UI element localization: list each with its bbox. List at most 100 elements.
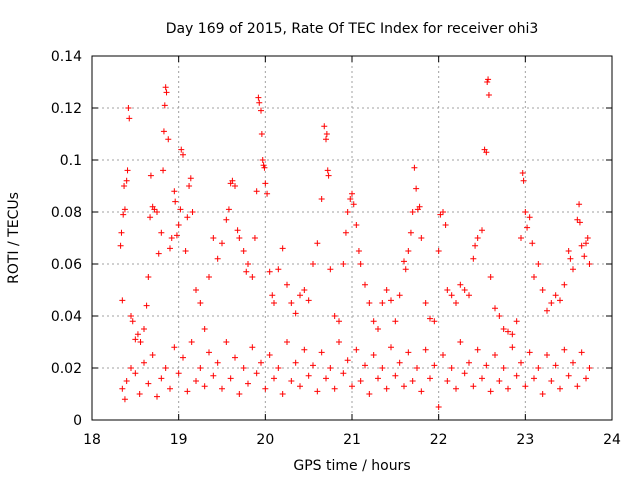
data-point [544, 307, 550, 314]
data-point [119, 297, 126, 304]
data-point [435, 248, 442, 254]
data-point [327, 266, 334, 273]
data-point [154, 209, 160, 215]
data-point [448, 292, 455, 299]
data-point [184, 388, 191, 395]
y-tick-label: 0.14 [51, 49, 82, 65]
data-point [123, 378, 130, 384]
data-point [249, 344, 256, 351]
data-point [576, 201, 583, 208]
data-point [324, 167, 331, 174]
data-point [275, 266, 282, 273]
data-point [158, 375, 165, 382]
y-tick-label: 0.04 [51, 309, 82, 325]
data-point [251, 235, 258, 241]
data-point [171, 344, 178, 351]
data-point [561, 281, 568, 288]
data-point [177, 206, 184, 213]
data-point [155, 250, 162, 257]
data-point [405, 349, 412, 356]
data-point [141, 326, 147, 332]
data-point [175, 222, 182, 228]
data-point [539, 287, 546, 293]
data-point [396, 359, 403, 366]
data-point [353, 346, 360, 353]
data-point [435, 404, 442, 410]
data-point [396, 292, 403, 299]
data-point [414, 365, 420, 371]
data-point [197, 300, 204, 306]
data-point [188, 339, 195, 345]
data-point [145, 274, 152, 280]
data-point [350, 201, 357, 208]
data-point [470, 383, 477, 390]
data-point [349, 383, 355, 390]
data-point [500, 326, 507, 332]
data-point [561, 346, 568, 353]
data-point [323, 136, 329, 143]
data-point [132, 370, 139, 377]
data-point [375, 375, 381, 382]
data-point [128, 365, 134, 371]
data-point [210, 235, 217, 241]
data-point [375, 326, 381, 332]
data-point [167, 385, 173, 392]
data-points [117, 76, 593, 410]
data-point [574, 383, 581, 390]
data-point [318, 349, 325, 356]
data-point [383, 385, 390, 392]
data-point [240, 248, 247, 254]
data-point [531, 375, 537, 382]
data-point [128, 313, 134, 319]
data-point [583, 240, 589, 247]
data-point [225, 206, 232, 213]
data-point [370, 318, 377, 325]
data-point [444, 287, 451, 293]
data-point [418, 235, 425, 241]
data-point [379, 300, 386, 306]
x-tick-label: 21 [343, 432, 361, 448]
data-point [584, 235, 591, 241]
data-point [440, 209, 446, 215]
data-point [132, 336, 139, 343]
data-point [266, 352, 273, 358]
data-point [160, 128, 167, 135]
data-point [193, 287, 199, 293]
data-point [401, 258, 407, 265]
data-point [422, 346, 429, 353]
data-point [236, 391, 243, 397]
data-point [362, 362, 368, 369]
data-point [180, 151, 186, 158]
data-point [292, 359, 299, 366]
data-point [357, 378, 364, 384]
data-point [422, 300, 429, 306]
data-point [314, 388, 321, 395]
data-point [301, 346, 308, 353]
data-point [162, 84, 169, 91]
data-point [342, 229, 349, 236]
data-point [357, 261, 364, 267]
data-point [245, 261, 251, 267]
data-point [522, 383, 529, 390]
data-point [466, 292, 472, 299]
data-point [453, 385, 459, 392]
data-point [548, 378, 555, 384]
data-point [305, 297, 312, 304]
data-point [236, 235, 243, 241]
y-tick-label: 0.12 [51, 101, 82, 117]
data-point [340, 370, 347, 377]
data-point [407, 229, 414, 236]
data-point [509, 344, 516, 351]
chart-title: Day 169 of 2015, Rate Of TEC Index for r… [166, 21, 539, 37]
data-point [509, 331, 516, 338]
data-point [193, 378, 199, 384]
data-point [470, 255, 477, 262]
data-point [453, 300, 459, 306]
data-point [535, 261, 542, 267]
data-point [284, 281, 290, 288]
data-point [292, 310, 299, 317]
data-point [137, 339, 144, 345]
data-point [548, 300, 555, 306]
axis-ticks: 0 0.02 0.04 0.06 0.08 0.1 0.12 0.14 18 19 20 21 22 23… [51, 49, 621, 448]
data-point [567, 255, 574, 262]
